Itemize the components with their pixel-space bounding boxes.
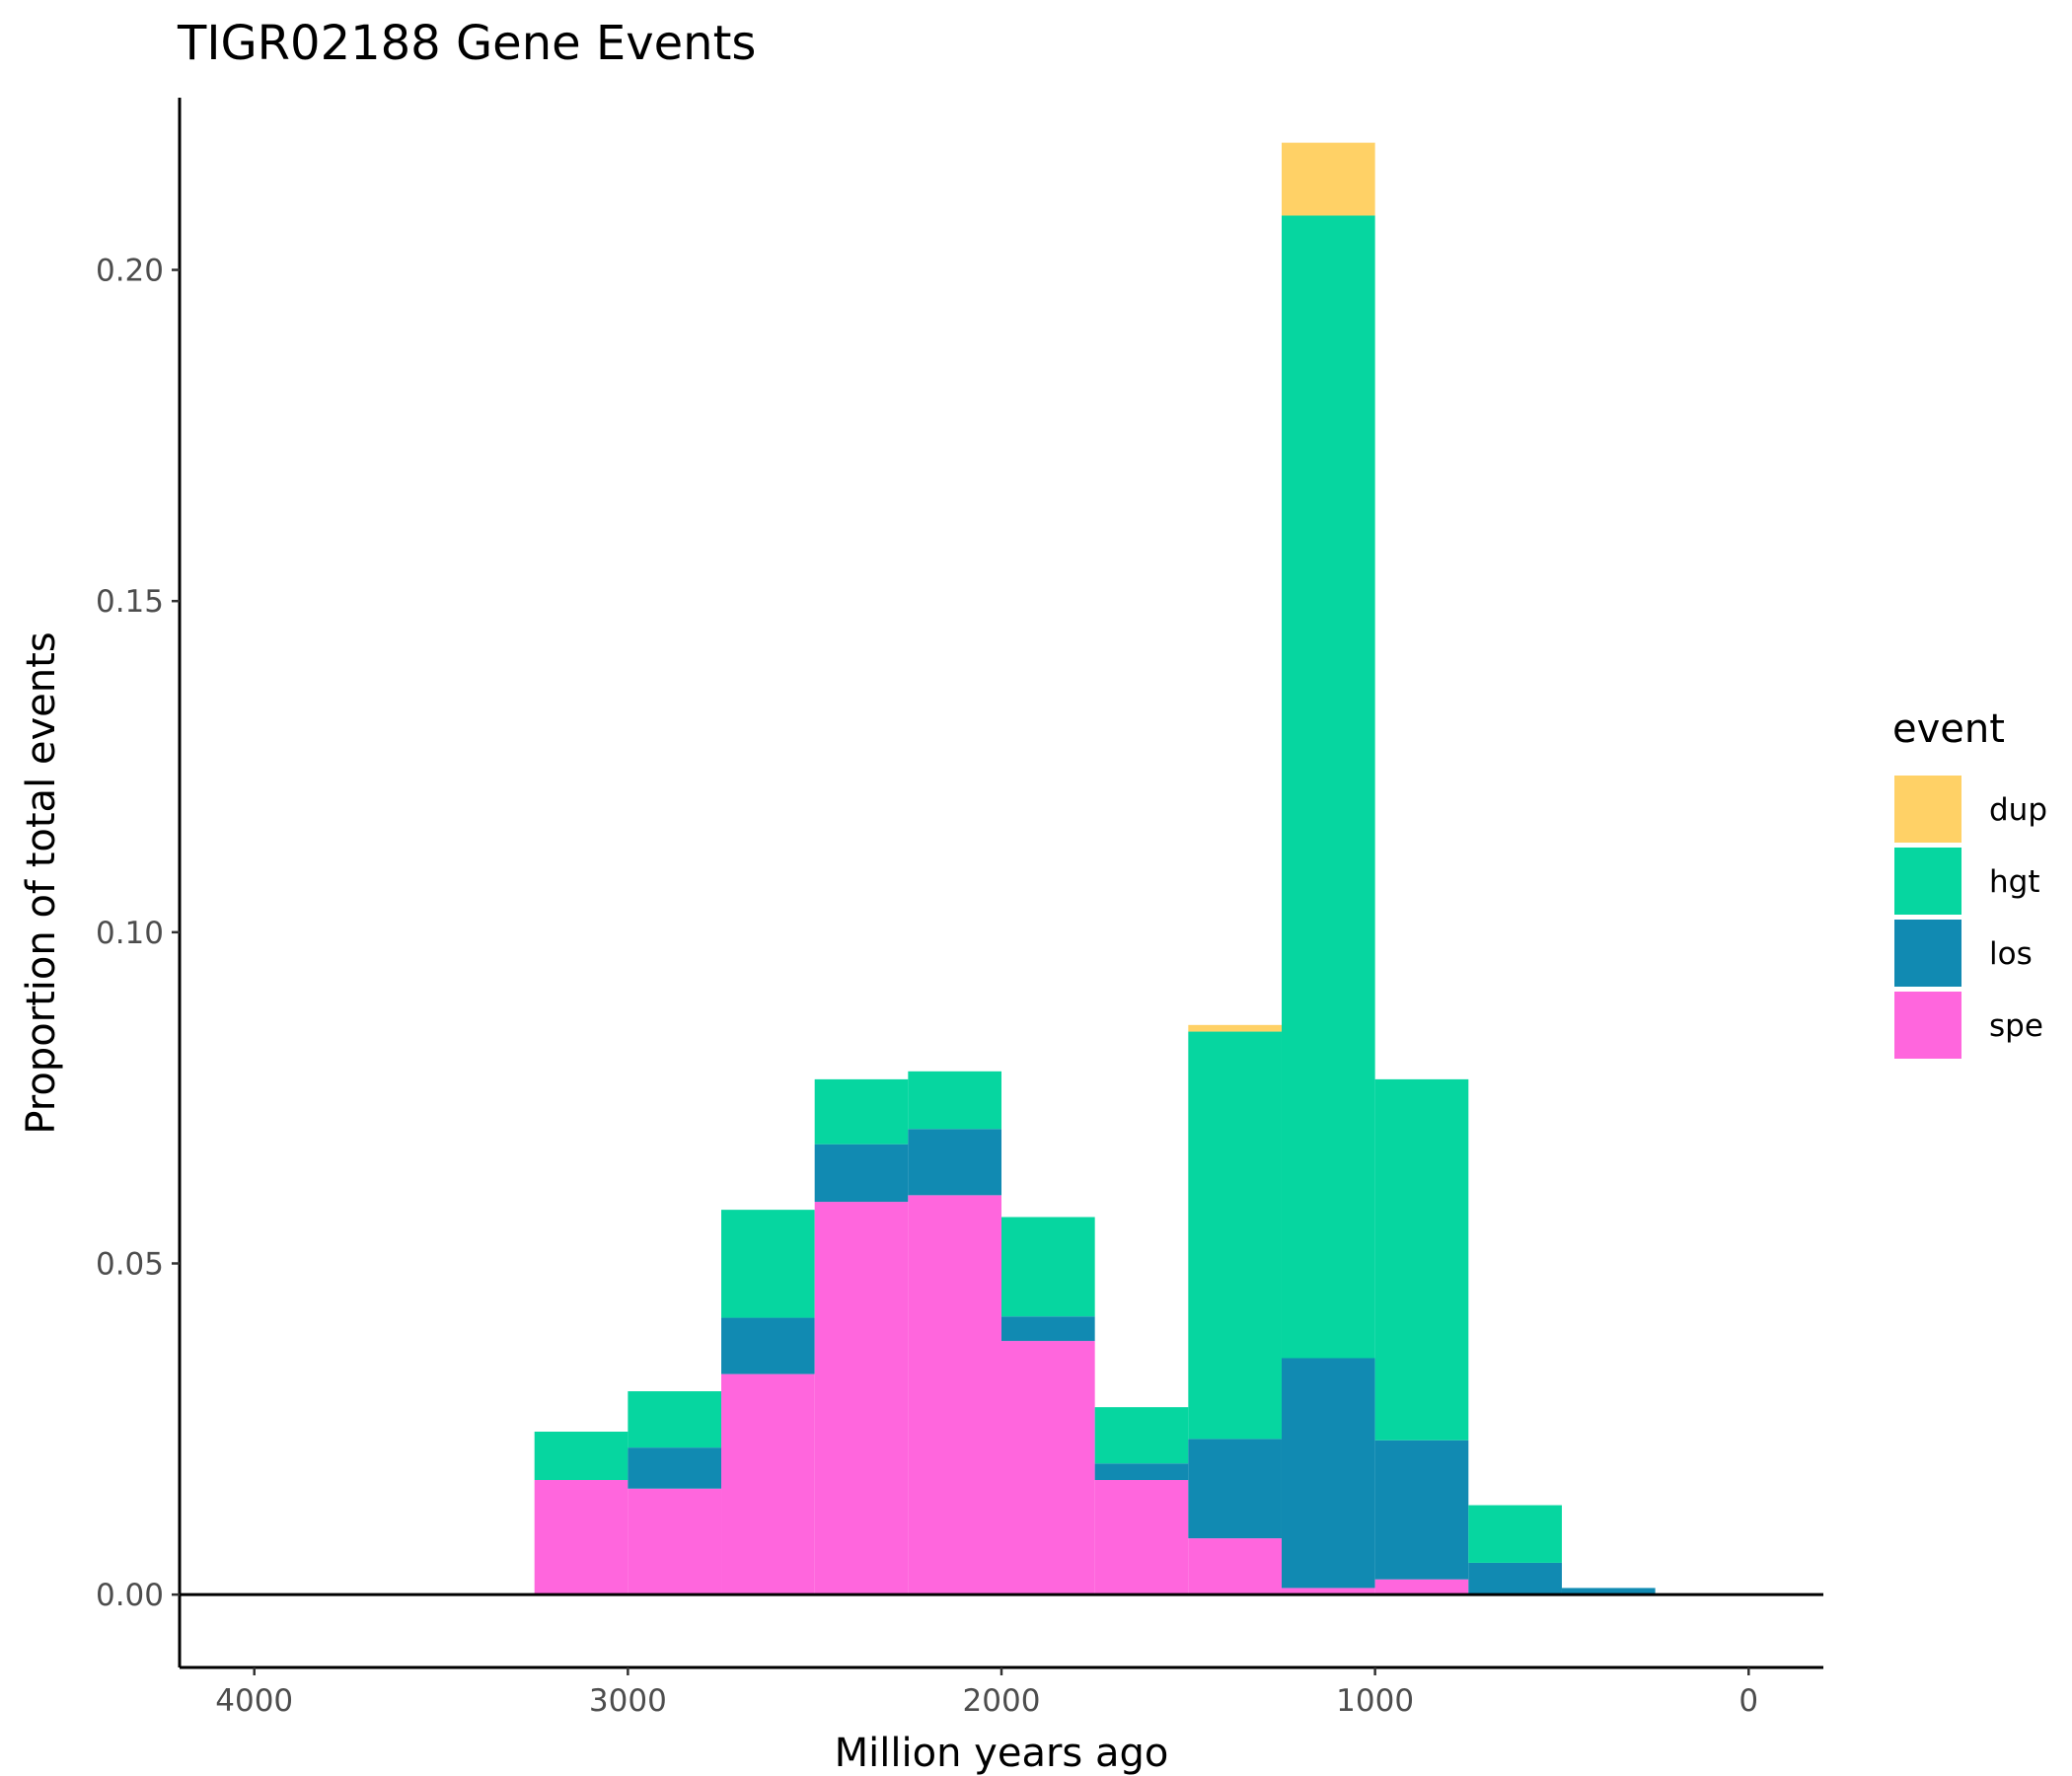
bar-segment-hgt-10 [1468, 1505, 1562, 1563]
legend-label-spe: spe [1989, 1008, 2043, 1044]
bar-segment-spe-8 [1281, 1588, 1375, 1595]
bar-segment-spe-1 [628, 1488, 722, 1595]
bar-segment-hgt-6 [1094, 1407, 1189, 1464]
bar-segment-spe-0 [534, 1480, 629, 1595]
y-tick-label: 0.05 [96, 1247, 164, 1283]
bar-segment-los-3 [814, 1144, 909, 1203]
x-tick-label: 2000 [963, 1683, 1041, 1719]
bar-segment-los-2 [721, 1317, 815, 1374]
bar-segment-spe-4 [908, 1195, 1001, 1595]
y-axis-title: Proportion of total events [19, 631, 64, 1134]
bar-segment-los-10 [1468, 1562, 1562, 1595]
bar-segment-spe-9 [1374, 1579, 1469, 1595]
chart-title: TIGR02188 Gene Events [177, 16, 756, 71]
bar-segment-hgt-8 [1281, 215, 1375, 1359]
legend-label-dup: dup [1989, 792, 2047, 828]
legend-label-los: los [1989, 936, 2033, 972]
bar-segment-los-7 [1188, 1439, 1282, 1539]
bar-segment-dup-8 [1281, 142, 1375, 216]
bar-segment-los-1 [628, 1447, 722, 1489]
bar-segment-hgt-5 [1001, 1217, 1095, 1317]
legend: event dup hgt los spe [1892, 706, 2047, 1059]
y-tick-label: 0.00 [96, 1578, 164, 1613]
bar-segment-los-6 [1094, 1463, 1189, 1481]
bar-segment-hgt-1 [628, 1391, 722, 1448]
legend-key-los [1894, 920, 1961, 987]
bar-segment-spe-5 [1001, 1341, 1095, 1595]
legend-key-spe [1894, 992, 1961, 1059]
bar-segment-dup-7 [1188, 1024, 1282, 1032]
x-axis-title: Million years ago [835, 1731, 1169, 1776]
y-tick-label: 0.10 [96, 916, 164, 951]
legend-key-dup [1894, 776, 1961, 843]
x-tick-label: 0 [1739, 1683, 1758, 1719]
y-tick-label: 0.15 [96, 584, 164, 620]
bar-segment-los-5 [1001, 1316, 1095, 1342]
y-ticks: 0.00 0.05 0.10 0.15 0.20 [96, 254, 180, 1613]
legend-label-hgt: hgt [1989, 864, 2039, 900]
bar-segment-hgt-7 [1188, 1031, 1282, 1440]
bar-segment-los-11 [1561, 1588, 1656, 1595]
y-tick-label: 0.20 [96, 254, 164, 289]
bar-segment-spe-2 [721, 1373, 815, 1595]
bar-segment-los-9 [1374, 1440, 1469, 1580]
bar-segment-hgt-3 [814, 1078, 909, 1145]
x-tick-label: 1000 [1336, 1683, 1414, 1719]
x-tick-label: 3000 [589, 1683, 667, 1719]
bar-segment-los-8 [1281, 1358, 1375, 1589]
bar-segment-hgt-0 [534, 1432, 629, 1481]
x-tick-label: 4000 [215, 1683, 293, 1719]
bar-segment-spe-7 [1188, 1538, 1282, 1595]
legend-title: event [1892, 706, 2005, 752]
x-ticks: 4000 3000 2000 1000 0 [215, 1667, 1758, 1719]
bar-segment-los-4 [908, 1129, 1001, 1196]
bar-segment-spe-3 [814, 1202, 909, 1595]
bar-segment-spe-6 [1094, 1480, 1189, 1595]
legend-key-hgt [1894, 848, 1961, 915]
bar-segment-hgt-9 [1374, 1078, 1469, 1441]
bar-segment-hgt-4 [908, 1071, 1001, 1130]
bars [180, 142, 1823, 1596]
bar-segment-hgt-2 [721, 1210, 815, 1318]
